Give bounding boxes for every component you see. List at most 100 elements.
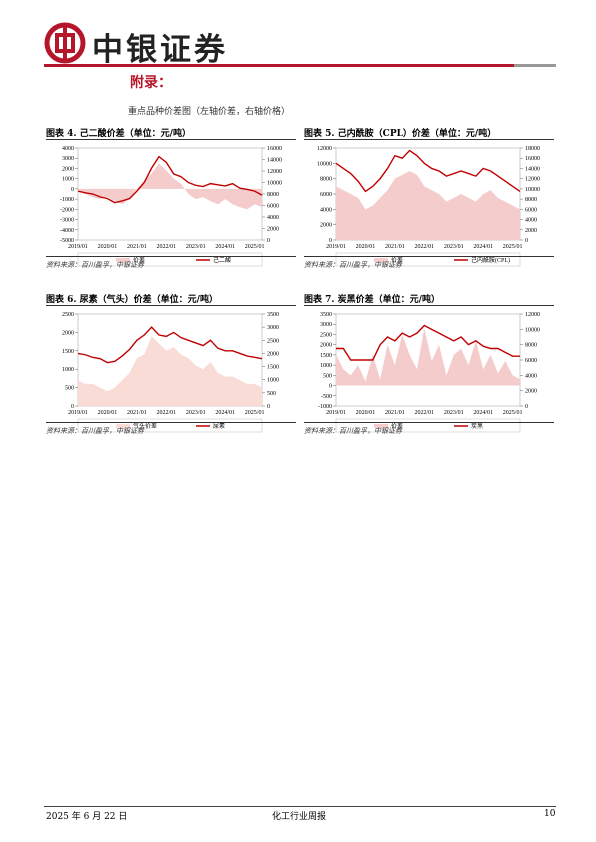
logo [44, 22, 86, 64]
y2-tick-label: 18000 [525, 146, 540, 152]
price-line [336, 324, 520, 361]
x-tick-label: 2020/01 [356, 410, 376, 416]
chart: 0 500 1000 1500 2000 2500 0 500 1000 1500 2000 2500… [62, 312, 279, 433]
y-tick-label: -3000 [60, 218, 74, 224]
x-tick-label: 2019/01 [326, 244, 346, 250]
x-tick-label: 2021/01 [127, 410, 147, 416]
y2-tick-label: 500 [267, 391, 276, 397]
legend-swatch [116, 258, 130, 262]
y-tick-label: 3000 [320, 322, 332, 328]
price-line [77, 155, 263, 204]
y2-tick-label: 2500 [267, 338, 279, 344]
chart: -1000-5000500100015002000250030003500020… [318, 312, 540, 433]
x-tick-label: 2022/01 [156, 244, 176, 250]
chart-source: 资料来源：百川盈孚，中银证券 [46, 427, 144, 435]
x-tick-label: 2023/01 [444, 410, 464, 416]
y-tick-label: 500 [65, 386, 74, 392]
y-tick-label: 10000 [317, 161, 332, 167]
footer-date: 2025 年 6 月 22 日 [46, 812, 128, 822]
y-tick-label: -1000 [318, 404, 332, 410]
header-rule-gray [514, 64, 556, 67]
y2-tick-label: 10000 [267, 181, 282, 187]
chart-rule [46, 305, 296, 306]
chart-title: 图表 4. 己二酸价差（单位：元/吨） [46, 129, 191, 139]
x-tick-label: 2025/01 [245, 410, 265, 416]
y-tick-label: 1000 [62, 367, 74, 373]
y2-tick-label: 2000 [525, 389, 537, 395]
legend-label: 价差 [133, 256, 145, 264]
x-tick-label: 2022/01 [156, 410, 176, 416]
spread-area [336, 171, 520, 240]
x-tick-label: 2024/01 [473, 244, 493, 250]
x-tick-label: 2025/01 [503, 244, 523, 250]
x-tick-label: 2025/01 [245, 244, 265, 250]
chart-title: 图表 7. 炭黑价差（单位：元/吨） [304, 295, 440, 305]
y2-tick-label: 12000 [525, 177, 540, 183]
legend-frame [335, 418, 521, 433]
y-tick-label: -500 [321, 394, 332, 400]
y-tick-label: 1000 [62, 177, 74, 183]
y2-tick-label: 0 [267, 238, 270, 244]
chart-title: 图表 5. 己内酰胺（CPL）价差（单位：元/吨） [304, 129, 497, 139]
price-line [335, 149, 521, 193]
section-title: 附录： [130, 75, 172, 91]
x-tick-label: 2019/01 [68, 410, 88, 416]
x-tick-label: 2019/01 [68, 244, 88, 250]
y2-tick-label: 12000 [525, 312, 540, 318]
chart-source: 资料来源：百川盈孚，中银证券 [46, 261, 144, 269]
y2-tick-label: 4000 [525, 218, 537, 224]
y-tick-label: 2500 [62, 312, 74, 318]
header-rule [44, 64, 514, 67]
x-tick-label: 2024/01 [473, 410, 493, 416]
legend-label: 尿素 [213, 422, 225, 430]
y2-tick-label: 6000 [525, 358, 537, 364]
legend-label: 炭黑 [471, 423, 483, 430]
y2-tick-label: 2000 [525, 228, 537, 234]
y-tick-label: 8000 [320, 177, 332, 183]
legend-frame [335, 252, 521, 267]
x-tick-label: 2024/01 [215, 244, 235, 250]
x-tick-label: 2021/01 [385, 410, 405, 416]
y2-tick-label: 2000 [267, 351, 279, 357]
y-tick-label: 3500 [320, 312, 332, 318]
chart-rule [46, 139, 296, 140]
chart-title: 图表 6. 尿素（气头）价差（单位：元/吨） [46, 295, 218, 305]
y-tick-label: 3000 [62, 156, 74, 162]
source-rule [304, 256, 554, 257]
y-tick-label: 2000 [320, 343, 332, 349]
legend-label: 己二酸 [213, 256, 231, 264]
chart: 0 2000 4000 6000 8000 10000 12000 0 2000 4000 6000… [317, 146, 540, 267]
chart-rule [304, 305, 554, 306]
y-tick-label: 6000 [320, 192, 332, 198]
y2-tick-label: 10000 [525, 327, 540, 333]
y-tick-label: 1500 [62, 349, 74, 355]
footer-report: 化工行业周报 [272, 812, 327, 822]
y2-tick-label: 0 [525, 404, 528, 410]
y-tick-label: 2500 [320, 332, 332, 338]
y2-tick-label: 2000 [267, 227, 279, 233]
y2-tick-label: 10000 [525, 187, 540, 193]
source-rule [46, 256, 296, 257]
x-tick-label: 2024/01 [215, 410, 235, 416]
y-tick-label: 0 [71, 404, 74, 410]
x-tick-label: 2021/01 [127, 244, 147, 250]
y-tick-label: 2000 [62, 166, 74, 172]
y2-tick-label: 1500 [267, 365, 279, 371]
x-tick-label: 2025/01 [503, 410, 523, 416]
legend-swatch [374, 258, 388, 262]
y2-tick-label: 6000 [525, 207, 537, 213]
spread-area [78, 163, 262, 210]
y2-tick-label: 1000 [267, 378, 279, 384]
y-tick-label: 4000 [62, 146, 74, 152]
y2-tick-label: 4000 [267, 215, 279, 221]
y-tick-label: -4000 [60, 228, 74, 234]
legend-label: 气头价差 [133, 422, 157, 430]
y2-tick-label: 16000 [267, 146, 282, 152]
legend-label: 价差 [391, 256, 403, 264]
y-tick-label: 1500 [320, 353, 332, 359]
y2-tick-label: 0 [525, 238, 528, 244]
y2-tick-label: 6000 [267, 204, 279, 210]
x-tick-label: 2023/01 [444, 244, 464, 250]
chart-source: 资料来源：百川盈孚，中银证券 [304, 427, 402, 435]
